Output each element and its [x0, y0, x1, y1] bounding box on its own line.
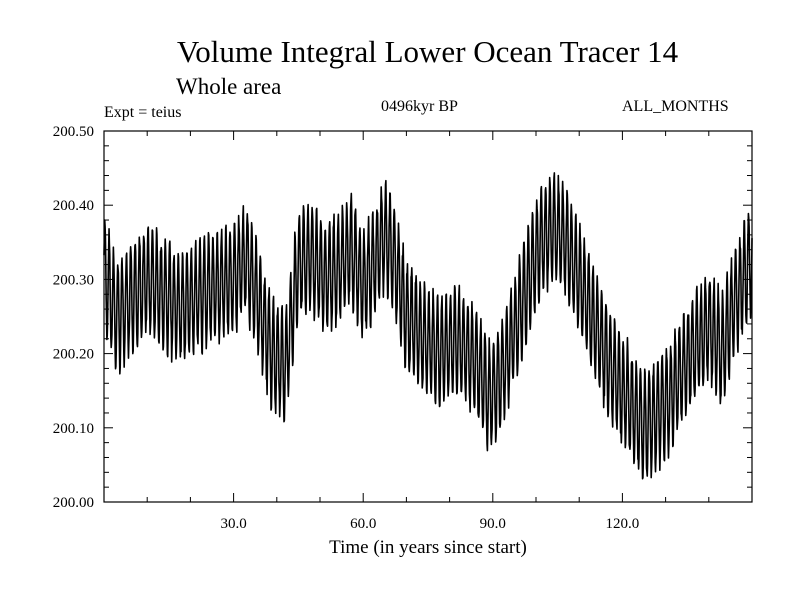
x-tick-label: 90.0 [480, 516, 506, 532]
series-layer [103, 172, 753, 480]
y-tick-label: 200.30 [53, 272, 94, 288]
experiment-label: Expt = teius [104, 104, 182, 121]
y-tick-label: 200.10 [53, 421, 94, 437]
series-line [103, 172, 753, 480]
months-label: ALL_MONTHS [622, 98, 729, 115]
y-tick-label: 200.00 [53, 495, 94, 511]
y-tick-label: 200.50 [53, 124, 94, 140]
x-tick-label: 60.0 [350, 516, 376, 532]
axis-layer: 30.0 60.0 90.0 120.0 200.00 200.10 200.20 200.3… [53, 124, 752, 532]
x-axis-label: Time (in years since start) [329, 537, 527, 558]
plot-frame [103, 130, 753, 503]
x-tick-label: 120.0 [606, 516, 640, 532]
chart-subtitle: Whole area [176, 74, 282, 99]
y-tick-label: 200.20 [53, 347, 94, 363]
period-label: 0496kyr BP [381, 98, 458, 115]
x-tick-label: 30.0 [220, 516, 246, 532]
chart-title: Volume Integral Lower Ocean Tracer 14 [176, 34, 679, 69]
y-tick-label: 200.40 [53, 198, 94, 214]
